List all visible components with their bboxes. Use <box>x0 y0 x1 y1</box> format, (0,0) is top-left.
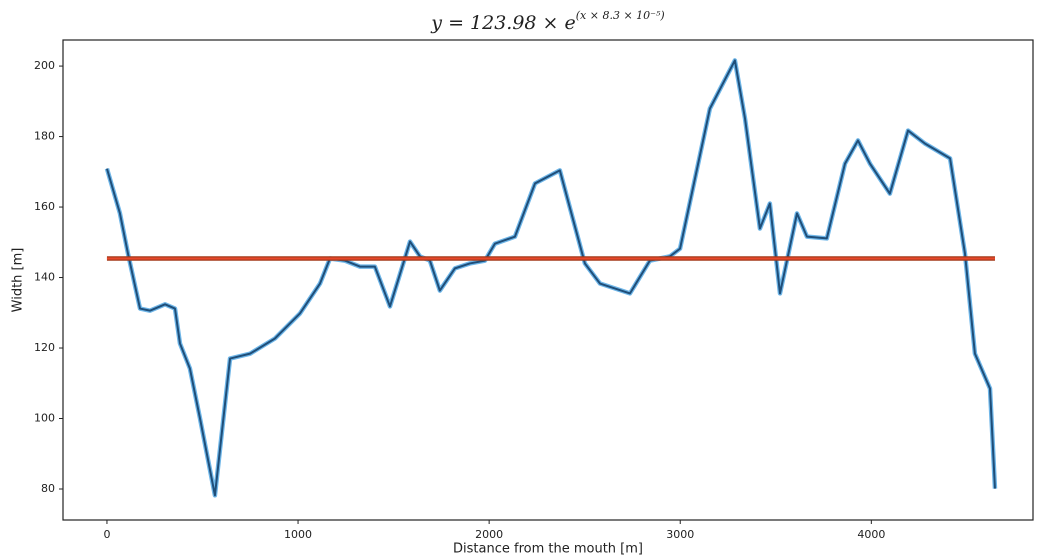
x-axis-label: Distance from the mouth [m] <box>453 542 643 557</box>
plot-frame <box>62 39 1034 521</box>
chart-title: y = 123.98 × e(x × 8.3 × 10⁻⁵) <box>430 9 664 34</box>
line <box>105 59 996 497</box>
y-tick-label: 100 <box>34 412 55 425</box>
x-tick-label: 4000 <box>857 528 885 541</box>
y-tick-label: 160 <box>34 200 55 213</box>
y-tick-label: 180 <box>34 130 55 143</box>
y-axis-label: Width [m] <box>11 248 26 313</box>
title-base: y = 123.98 × e <box>430 12 575 34</box>
y-tick-label: 80 <box>41 482 55 495</box>
x-tick-label: 3000 <box>666 528 694 541</box>
x-tick-label: 1000 <box>284 528 312 541</box>
line-halo <box>104 58 998 498</box>
y-tick-label: 120 <box>34 341 55 354</box>
y-tick-label: 140 <box>34 271 55 284</box>
x-tick-label: 2000 <box>475 528 503 541</box>
title-exponent: (x × 8.3 × 10⁻⁵) <box>576 9 665 22</box>
x-tick-label: 0 <box>103 528 110 541</box>
y-tick-label: 200 <box>34 59 55 72</box>
